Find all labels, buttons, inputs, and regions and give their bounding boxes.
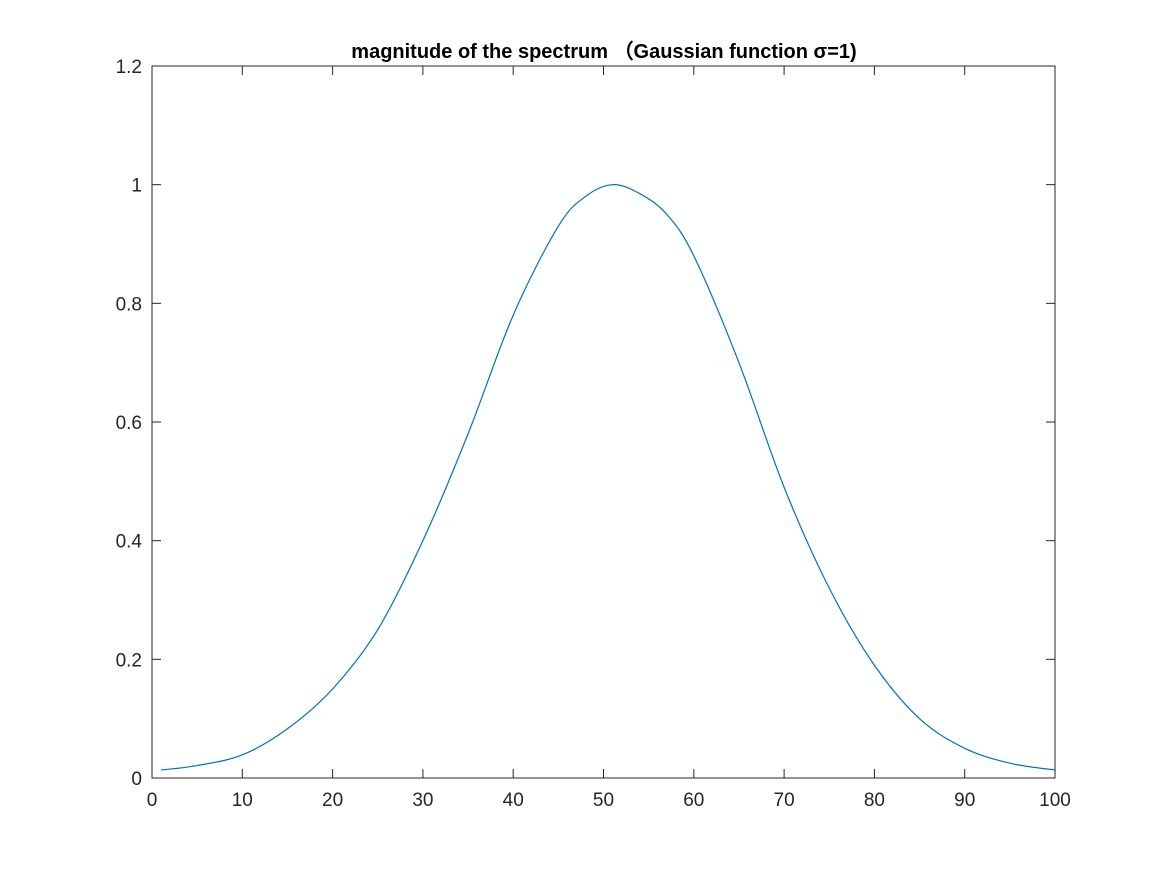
x-tick-label: 30 bbox=[412, 790, 433, 811]
x-tick-label: 90 bbox=[954, 790, 975, 811]
x-tick-label: 100 bbox=[1039, 790, 1071, 811]
x-tick-label: 60 bbox=[683, 790, 704, 811]
plot-area bbox=[151, 65, 1056, 779]
x-tick-label: 10 bbox=[232, 790, 253, 811]
series-line bbox=[160, 184, 1056, 771]
x-tick-label: 20 bbox=[322, 790, 343, 811]
y-tick-label: 1.2 bbox=[116, 57, 142, 78]
y-tick-label: 0.4 bbox=[116, 532, 143, 553]
x-tick-label: 70 bbox=[774, 790, 795, 811]
x-tick-label: 80 bbox=[864, 790, 885, 811]
axis-ticks bbox=[151, 65, 1056, 779]
y-tick-label: 0.8 bbox=[116, 294, 142, 315]
y-tick-label: 1 bbox=[131, 176, 142, 197]
y-tick-label: 0.2 bbox=[116, 650, 142, 671]
y-tick-label: 0.6 bbox=[116, 413, 142, 434]
y-tick-label: 0 bbox=[131, 769, 142, 790]
x-tick-label: 0 bbox=[147, 790, 158, 811]
x-tick-label: 50 bbox=[593, 790, 614, 811]
x-tick-label: 40 bbox=[503, 790, 524, 811]
axis-tick-labels: 0 10 20 30 40 50 60 70 80 90 100 0 0.2 0.4 0.6 0.8 1 1.2 bbox=[116, 57, 1071, 811]
chart-title: magnitude of the spectrum （Gaussian func… bbox=[351, 40, 856, 63]
series-layer bbox=[160, 184, 1056, 771]
